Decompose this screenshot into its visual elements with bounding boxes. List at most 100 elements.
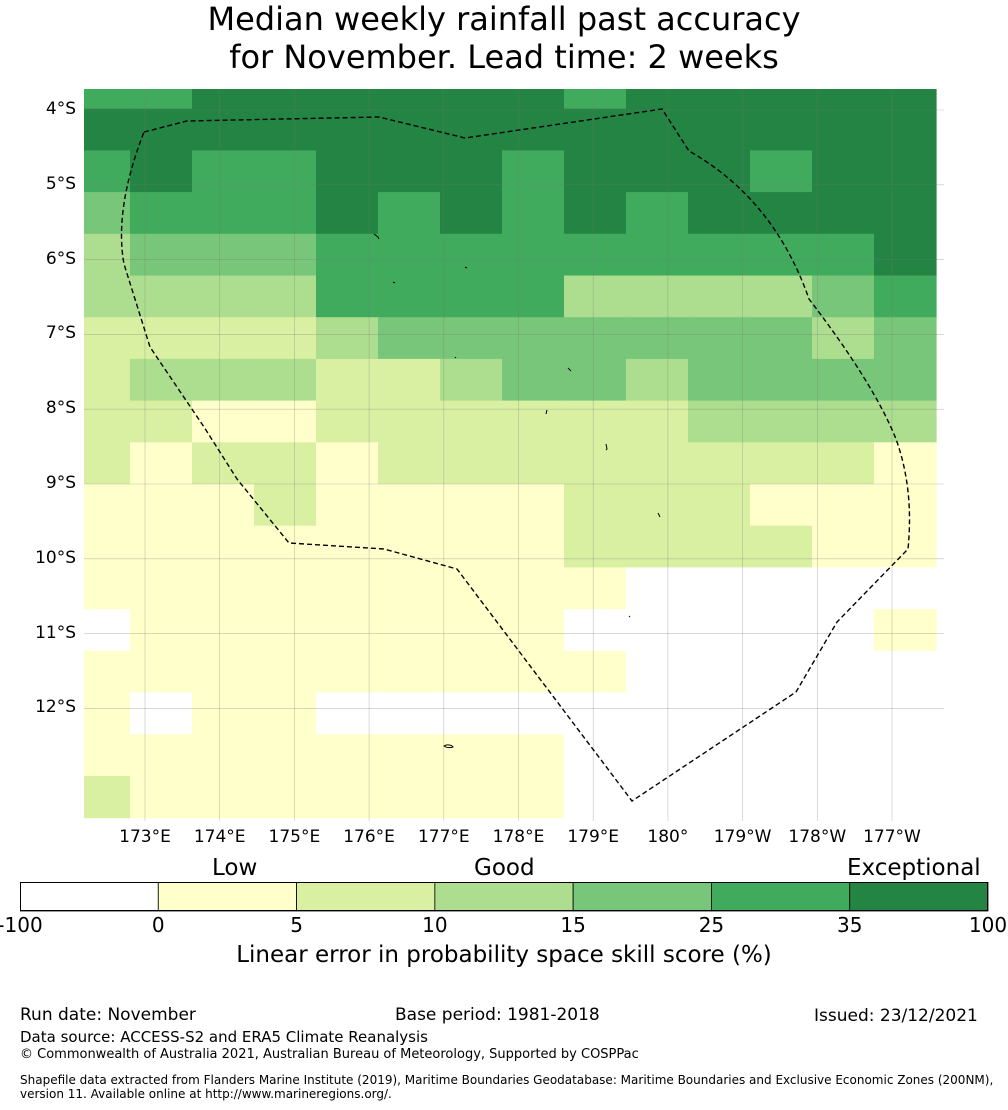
map-cell (626, 609, 689, 652)
map-cell (130, 484, 193, 527)
map-cell (378, 442, 441, 485)
map-cell (502, 609, 565, 652)
map-cell (440, 525, 503, 568)
map-cell (626, 358, 689, 402)
colorbar-tick-label: -100 (0, 913, 43, 937)
map-cell (874, 692, 937, 735)
map-cell (812, 400, 875, 443)
latitude-label: 11°S (35, 622, 76, 643)
map-cell (378, 233, 441, 277)
map-cell (688, 484, 751, 527)
map-cell (84, 400, 131, 443)
map-cell (688, 525, 751, 568)
map-cell (874, 89, 937, 110)
longitude-label: 180° (647, 827, 689, 847)
map-cell (502, 358, 565, 402)
colorbar (20, 882, 989, 912)
map-cell (130, 567, 193, 610)
map-cell (378, 734, 441, 777)
latitude-label: 10°S (35, 547, 76, 568)
map-cell (874, 108, 937, 151)
map-cell (874, 233, 937, 277)
map-cell (812, 442, 875, 485)
map-cell (316, 609, 379, 652)
map-cell (192, 650, 255, 694)
map-cell (440, 275, 503, 318)
map-title-line-2: for November. Lead time: 2 weeks (229, 38, 779, 76)
colorbar-segment (711, 882, 851, 912)
colorbar-category-good: Good (474, 855, 535, 881)
map-cell (254, 358, 317, 402)
map-cell (254, 609, 317, 652)
map-cell (688, 650, 751, 694)
map-cell (316, 358, 379, 402)
map-cell (564, 317, 627, 360)
map-cell (130, 400, 193, 443)
map-cell (84, 650, 131, 694)
map-cell (564, 400, 627, 443)
map-cell (378, 275, 441, 318)
map-cell (316, 275, 379, 318)
map-cell (254, 89, 317, 110)
colorbar-segment (20, 882, 159, 912)
map-cell (688, 692, 751, 735)
latitude-label: 6°S (45, 248, 76, 269)
map-cell (316, 650, 379, 694)
map-cell (192, 567, 255, 610)
map-cell (130, 609, 193, 652)
colorbar-segment (849, 882, 989, 912)
map-cell (812, 567, 875, 610)
map-cell (502, 89, 565, 110)
map-cell (564, 358, 627, 402)
map-cell (750, 275, 813, 318)
map-cell (130, 233, 193, 277)
eez-boundary (120, 108, 911, 802)
map-cell (130, 734, 193, 777)
map-cell (192, 692, 255, 735)
colorbar-tick-label: 5 (290, 913, 303, 937)
latitude-label: 9°S (45, 473, 76, 493)
map-cell (812, 108, 875, 151)
map-cell (626, 275, 689, 318)
map-cell (254, 108, 317, 151)
longitude-label: 177°E (417, 827, 470, 847)
map-cell (130, 650, 193, 694)
map-cell (192, 400, 255, 443)
map-cell (316, 484, 379, 527)
map-cell (378, 525, 441, 568)
colorbar-segment (434, 882, 574, 912)
map-title-line-1: Median weekly rainfall past accuracy (207, 0, 801, 38)
map-cell (378, 650, 441, 694)
colorbar-category-low: Low (212, 855, 258, 881)
map-cell (502, 275, 565, 318)
map-cell (192, 317, 255, 360)
map-cell (254, 484, 317, 527)
copyright: © Commonwealth of Australia 2021, Austra… (20, 1047, 639, 1062)
map-cell (440, 358, 503, 402)
map-cell (564, 525, 627, 568)
issued-date: Issued: 23/12/2021 (814, 1006, 978, 1026)
map-cell (316, 108, 379, 151)
base-period: Base period: 1981-2018 (395, 1005, 600, 1025)
map-cell (626, 734, 689, 777)
map-cell (316, 192, 379, 235)
skill-score-map (84, 89, 944, 821)
colorbar-tick-label: 35 (836, 913, 863, 937)
map-cell (564, 692, 627, 735)
map-cell (130, 442, 193, 485)
map-cell (192, 275, 255, 318)
map-cell (874, 775, 937, 819)
map-cell (440, 734, 503, 777)
map-cell (626, 650, 689, 694)
map-cell (874, 734, 937, 777)
map-cell (84, 734, 131, 777)
colorbar-tick-label: 15 (560, 913, 586, 937)
map-cell (750, 192, 813, 235)
map-cell (502, 233, 565, 277)
map-cell (874, 484, 937, 527)
map-cell (440, 609, 503, 652)
map-cell (626, 150, 689, 193)
map-cell (626, 692, 689, 735)
map-cell (750, 775, 813, 819)
map-cell (688, 609, 751, 652)
